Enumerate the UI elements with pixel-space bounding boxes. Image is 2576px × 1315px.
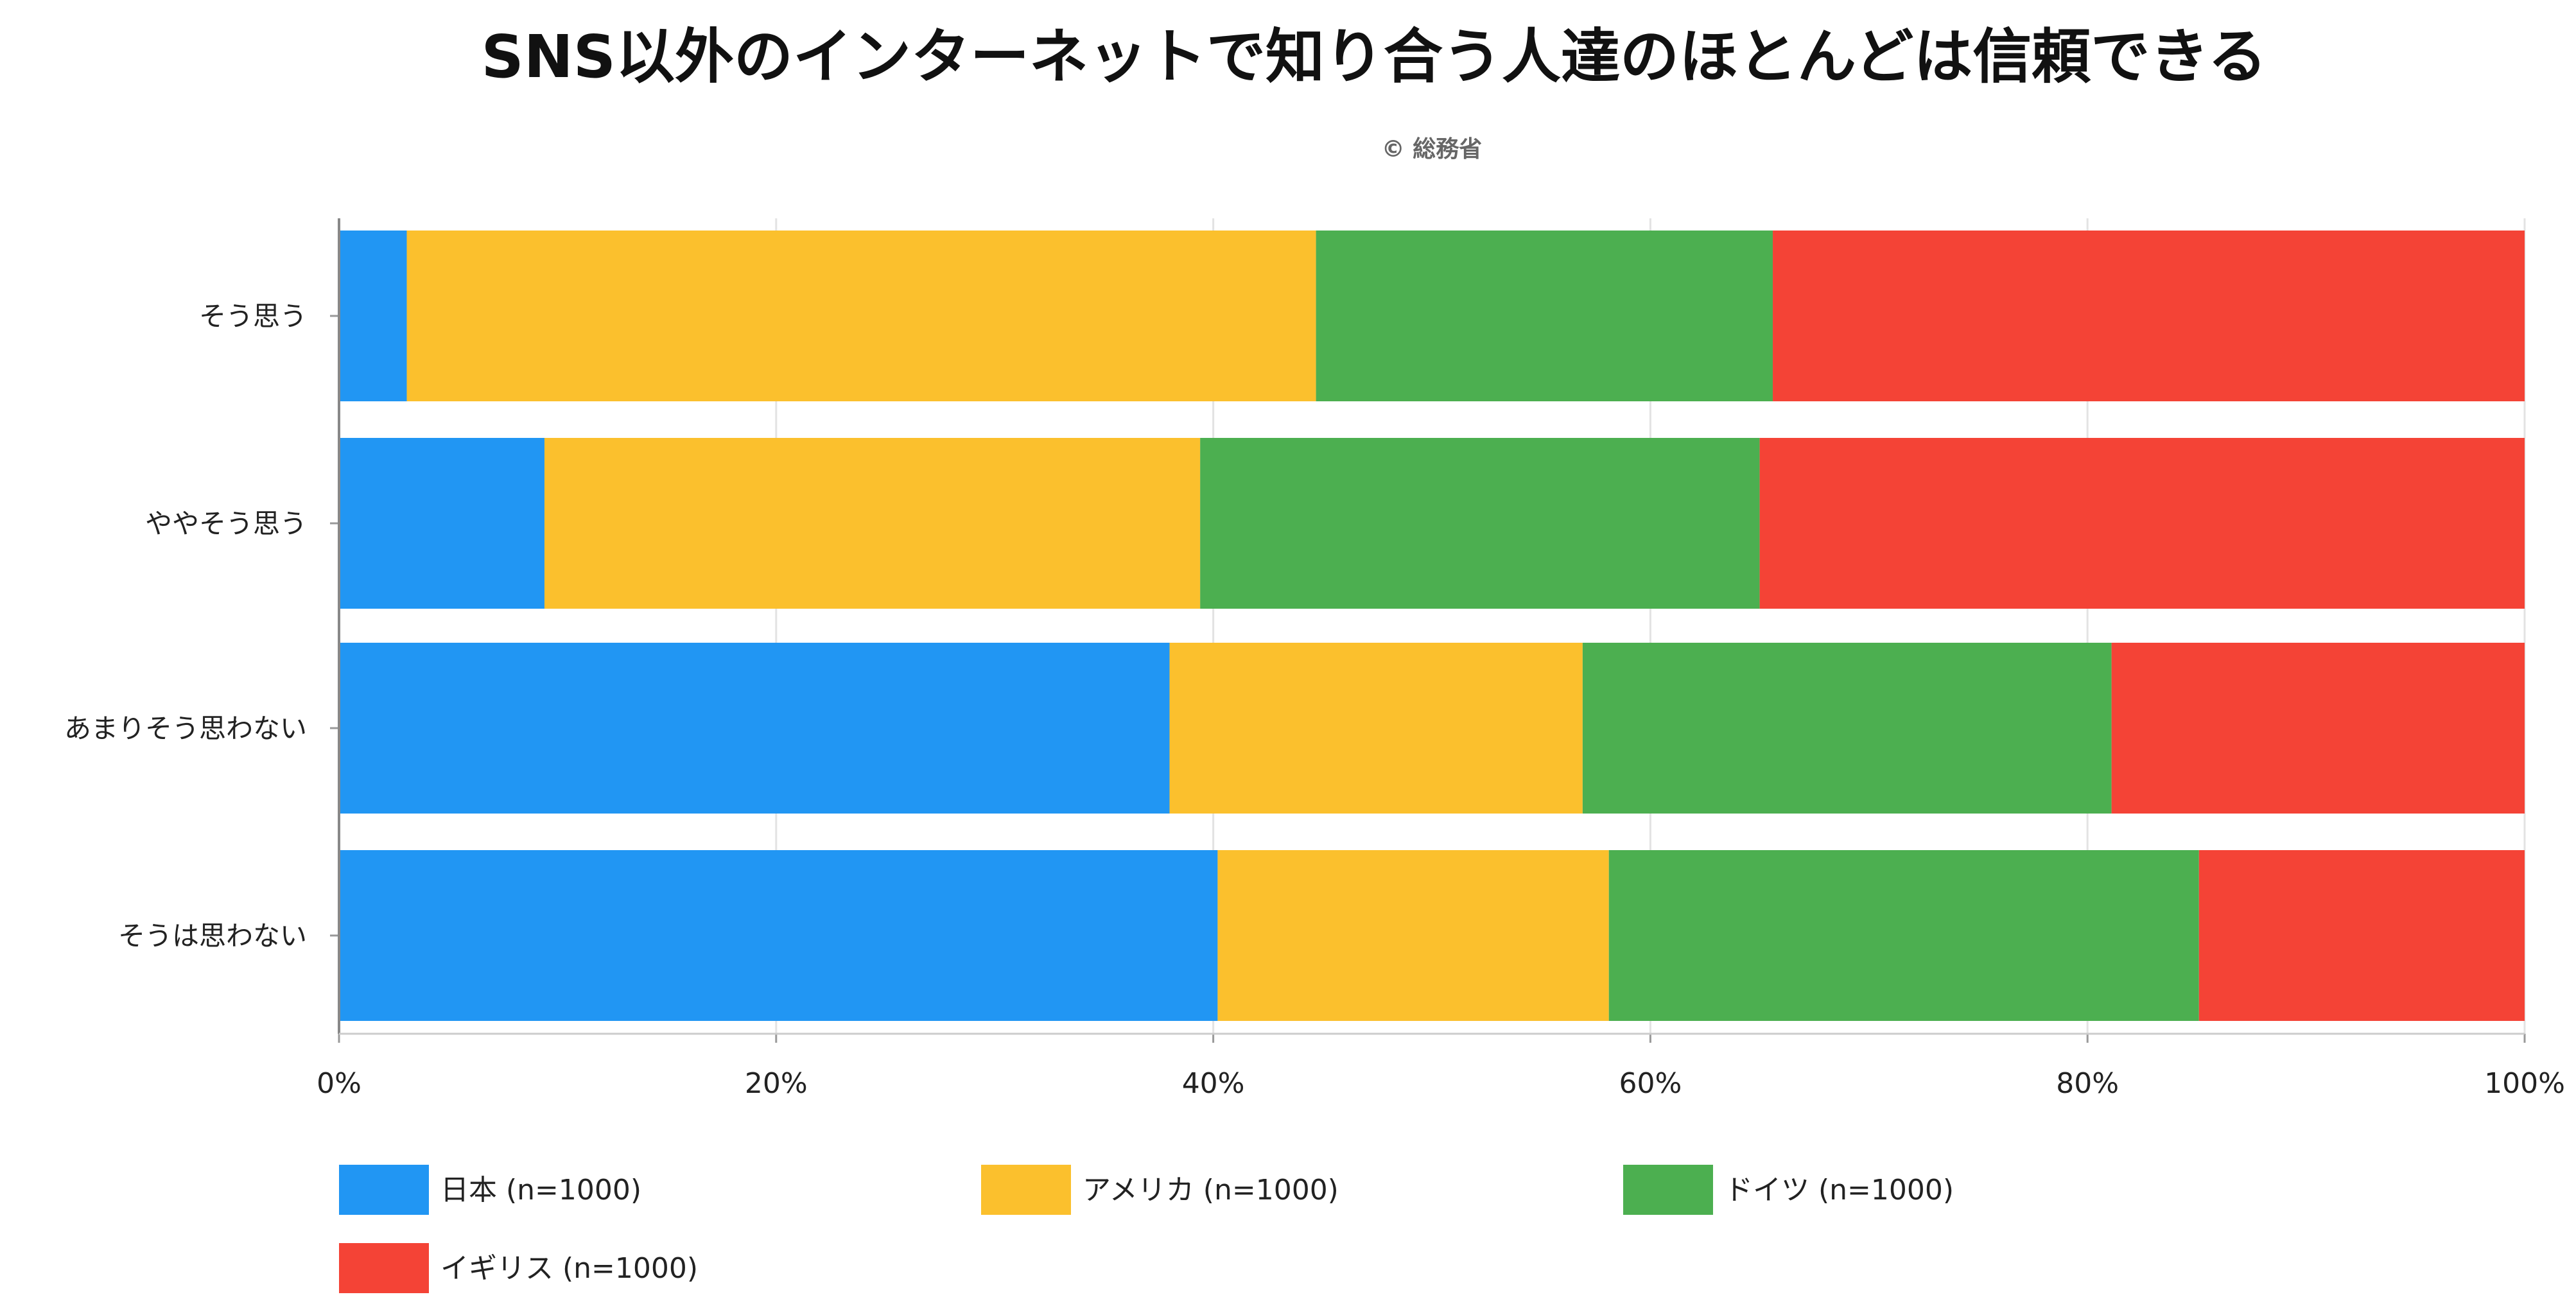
legend-swatch <box>339 1243 429 1293</box>
bar-segment <box>339 850 1218 1021</box>
bar-segment <box>1316 231 1773 401</box>
bar-segment <box>1169 643 1583 814</box>
chart-subtitle: © 総務省 <box>1382 136 1483 162</box>
legend-swatch <box>339 1165 429 1215</box>
legend-item: 日本 (n=1000) <box>339 1165 641 1215</box>
x-tick-label: 100% <box>2484 1067 2565 1100</box>
axes <box>330 218 2526 1043</box>
bar-segment <box>339 643 1170 814</box>
bar-segment <box>406 231 1316 401</box>
bars <box>339 231 2525 1021</box>
category-label: ややそう思う <box>145 508 307 539</box>
legend-item: イギリス (n=1000) <box>339 1243 698 1293</box>
bar-segment <box>1217 850 1609 1021</box>
x-tick-label: 80% <box>2056 1067 2119 1100</box>
bar-segment <box>1608 850 2199 1021</box>
category-label: そう思う <box>199 300 307 332</box>
bar-segment <box>2198 850 2525 1021</box>
legend: 日本 (n=1000) アメリカ (n=1000) ドイツ (n=1000) イギリス… <box>339 1165 1954 1293</box>
bar-segment <box>544 438 1201 609</box>
legend-label: ドイツ (n=1000) <box>1725 1174 1954 1206</box>
bar-segment <box>1200 438 1760 609</box>
legend-item: アメリカ (n=1000) <box>981 1165 1339 1215</box>
legend-swatch <box>1623 1165 1713 1215</box>
legend-label: アメリカ (n=1000) <box>1083 1174 1339 1206</box>
legend-swatch <box>981 1165 1071 1215</box>
chart-title: SNS以外のインターネットで知り合う人達のほとんどは信頼できる <box>482 22 2267 91</box>
category-label: そうは思わない <box>118 920 307 952</box>
tick-labels: 0% 20% 40% 60% 80% 100% <box>317 1067 2565 1100</box>
legend-item: ドイツ (n=1000) <box>1623 1165 1954 1215</box>
bar-segment <box>339 231 407 401</box>
category-label: あまりそう思わない <box>64 713 307 744</box>
bar-segment <box>1773 231 2525 401</box>
bar-segment <box>339 438 544 609</box>
bar-segment <box>1582 643 2112 814</box>
x-tick-label: 0% <box>317 1067 361 1100</box>
x-tick-label: 20% <box>745 1067 808 1100</box>
bar-segment <box>2111 643 2525 814</box>
legend-label: 日本 (n=1000) <box>440 1174 641 1206</box>
x-tick-label: 60% <box>1619 1067 1682 1100</box>
x-tick-label: 40% <box>1182 1067 1245 1100</box>
bar-segment <box>1759 438 2525 609</box>
legend-label: イギリス (n=1000) <box>440 1252 698 1285</box>
